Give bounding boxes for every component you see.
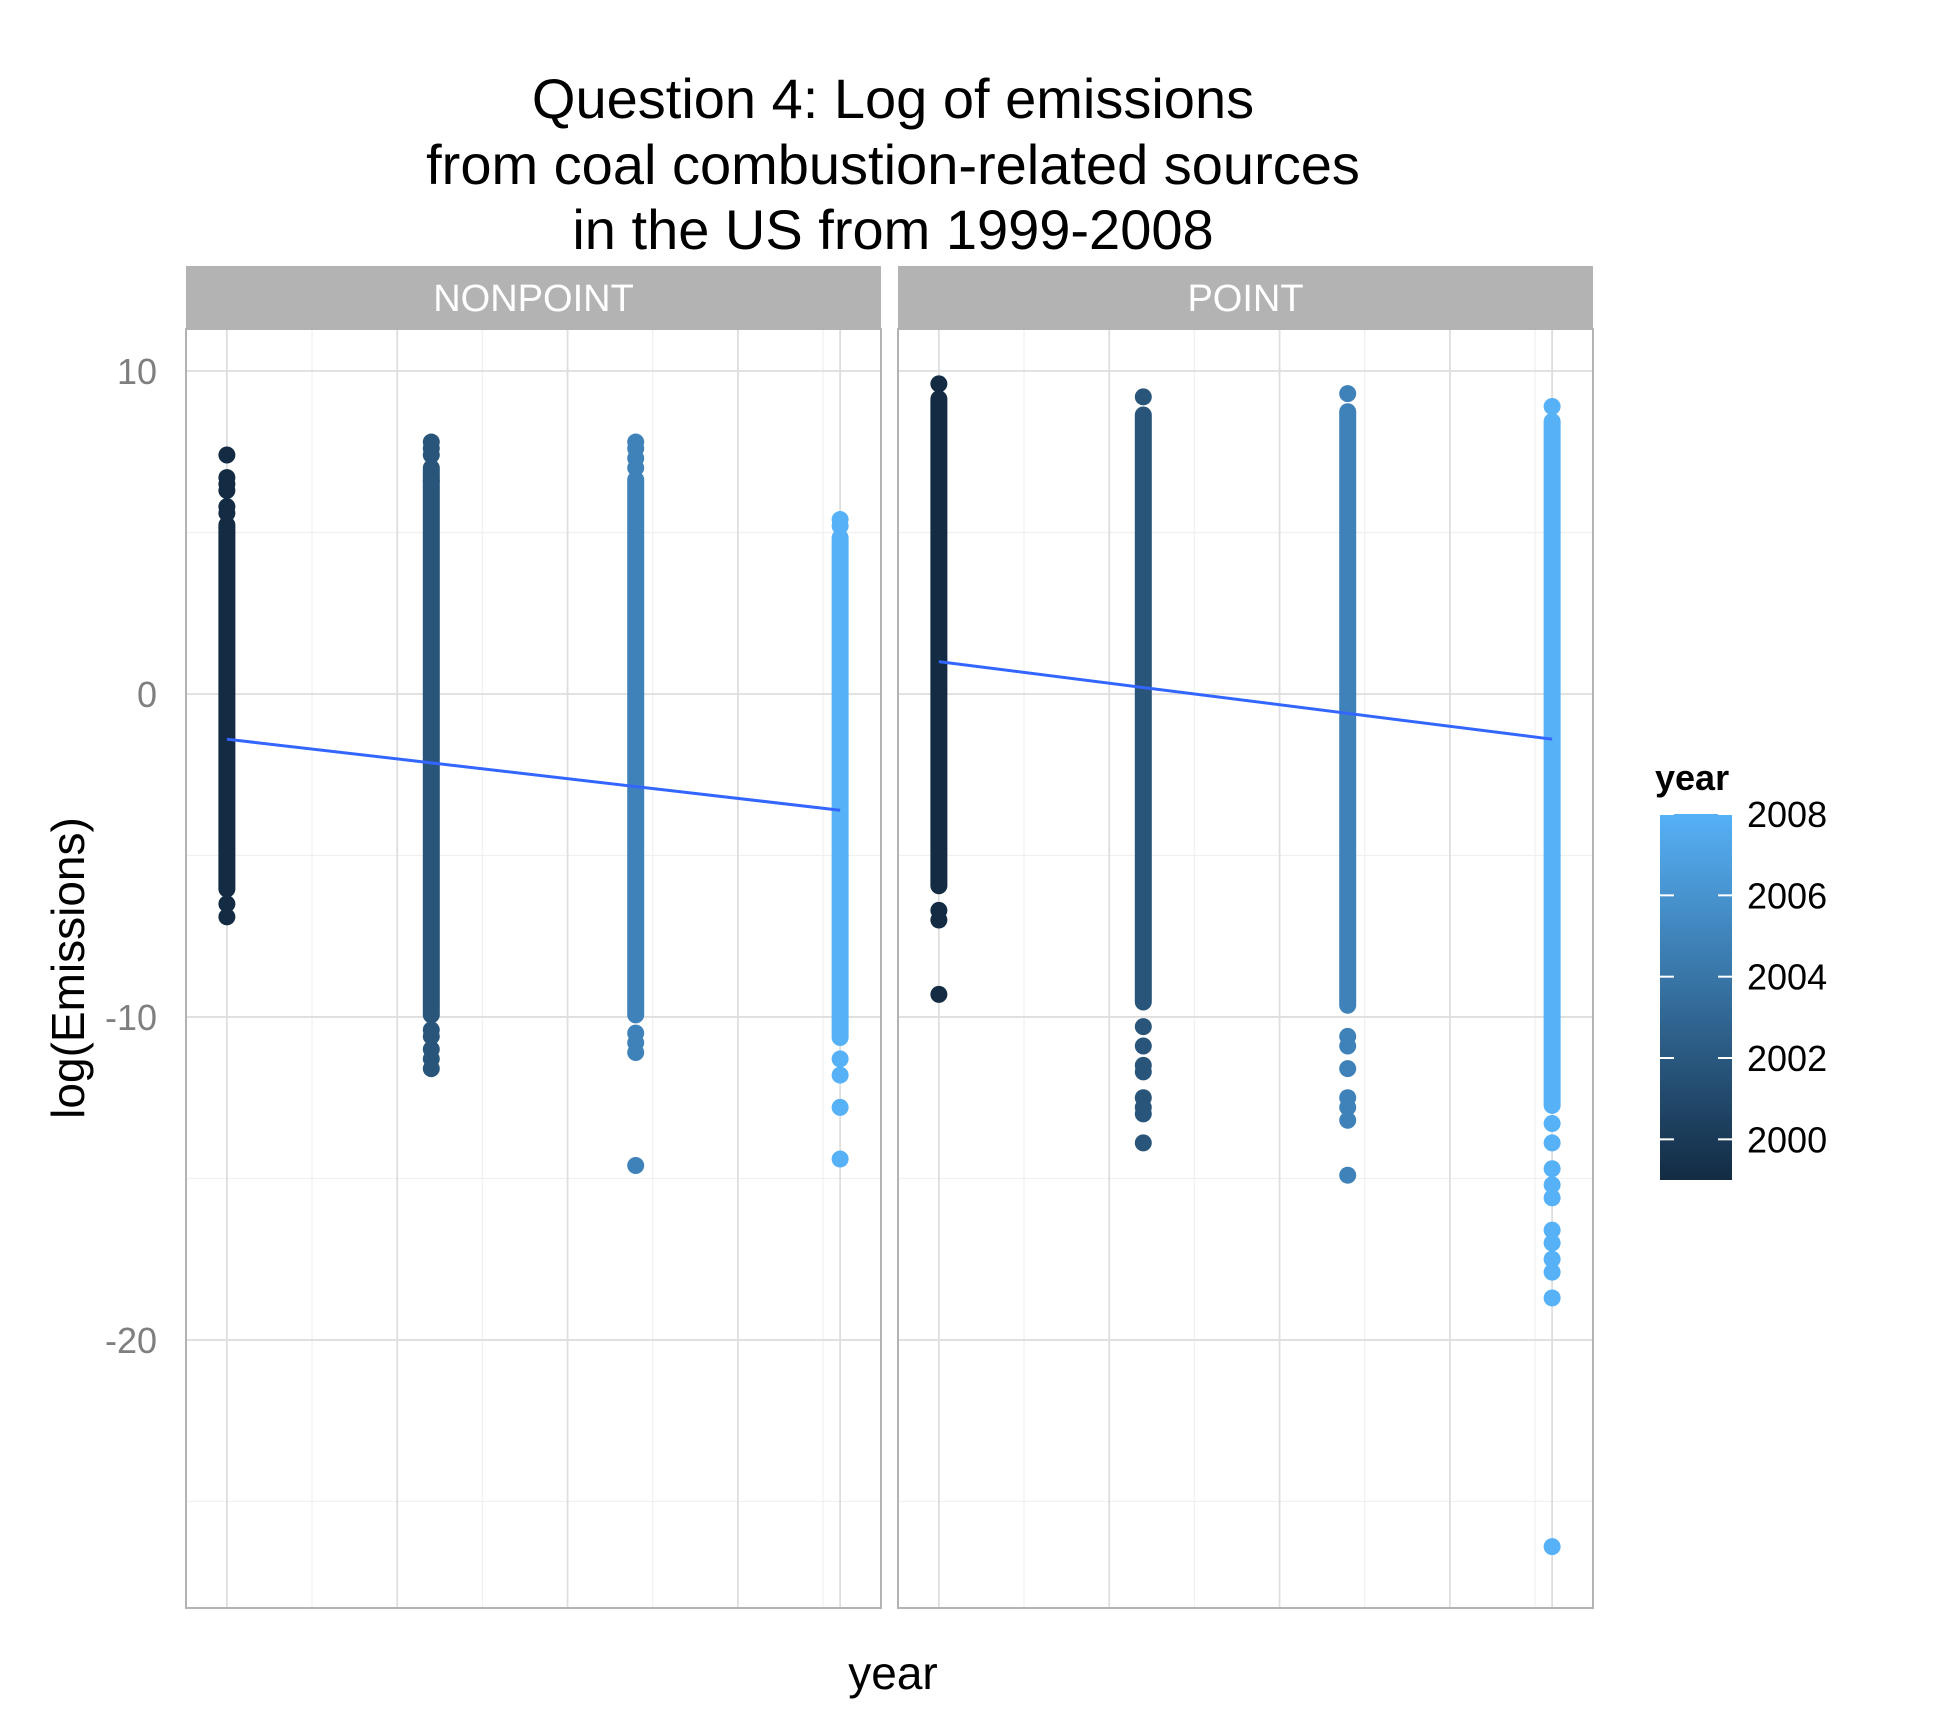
series-2005 (627, 433, 645, 1175)
data-point (1134, 1063, 1152, 1081)
y-tick-label: 10 (117, 351, 157, 392)
legend-label: 2000 (1747, 1119, 1827, 1160)
data-point (627, 1043, 645, 1061)
panel-border (185, 328, 882, 1609)
y-axis: 10 0 -10 -20 (105, 351, 157, 1361)
data-point (422, 446, 440, 464)
point-column (1339, 403, 1357, 1014)
data-point (1543, 1263, 1561, 1281)
data-point (218, 504, 236, 522)
data-point (1543, 1189, 1561, 1207)
data-layer (930, 375, 1561, 1556)
data-layer (218, 433, 849, 1175)
trend-line (938, 660, 1553, 741)
x-axis-title: year (848, 1647, 937, 1699)
data-point (1339, 385, 1357, 403)
trend-line (226, 737, 841, 812)
series-2008 (831, 511, 849, 1168)
data-point (1543, 1250, 1561, 1268)
point-column (1543, 412, 1561, 1114)
title-line-3: in the US from 1999-2008 (572, 198, 1213, 261)
facet-strip-label: NONPOINT (433, 278, 634, 320)
data-point (831, 517, 849, 535)
facets-layer: NONPOINT POINT (185, 266, 1594, 1609)
data-point (1543, 1538, 1561, 1556)
data-point (1543, 398, 1561, 416)
data-point (1543, 1221, 1561, 1239)
legend-title: year (1655, 757, 1729, 798)
facet-strip (186, 266, 881, 329)
series-2005 (1339, 385, 1357, 1184)
series-1999 (218, 446, 236, 926)
panel-border (897, 328, 1594, 1609)
point-column (930, 390, 948, 895)
data-point (831, 1050, 849, 1068)
legend: year 2008 2006 2004 2002 2000 (1655, 757, 1827, 1180)
data-point (1134, 1018, 1152, 1036)
data-point (1134, 1134, 1152, 1152)
facet-panel-nonpoint: NONPOINT (185, 266, 882, 1609)
series-1999 (930, 375, 948, 1003)
data-point (1134, 1037, 1152, 1055)
data-point (1543, 1134, 1561, 1152)
facet-strip (898, 266, 1593, 329)
data-point (1339, 1111, 1357, 1129)
point-column (1134, 406, 1152, 1011)
data-point (930, 375, 948, 393)
data-point (1543, 1234, 1561, 1252)
data-point (422, 459, 440, 477)
data-point (422, 1027, 440, 1045)
point-column (831, 529, 849, 1047)
data-point (1134, 1105, 1152, 1123)
series-2008 (1543, 398, 1561, 1556)
data-point (1339, 1060, 1357, 1078)
data-point (422, 472, 440, 490)
point-column (422, 461, 440, 1024)
gridlines (898, 329, 1593, 1608)
data-point (422, 1060, 440, 1078)
data-point (1134, 388, 1152, 406)
data-point (218, 446, 236, 464)
data-point (627, 1157, 645, 1175)
y-axis-title: log(Emissions) (42, 817, 94, 1119)
legend-label: 2008 (1747, 794, 1827, 835)
data-point (1543, 1160, 1561, 1178)
data-point (627, 459, 645, 477)
title-line-2: from coal combustion-related sources (426, 133, 1360, 196)
y-tick-label: -10 (105, 997, 157, 1038)
facet-strip-label: POINT (1187, 278, 1303, 320)
data-point (1339, 1037, 1357, 1055)
series-2002 (422, 433, 440, 1078)
chart-title: Question 4: Log of emissions from coal c… (426, 67, 1360, 261)
facet-panel-point: POINT (897, 266, 1594, 1609)
point-column (627, 471, 645, 1024)
y-tick-label: 0 (137, 674, 157, 715)
point-column (218, 516, 236, 898)
data-point (930, 911, 948, 929)
data-point (831, 1150, 849, 1168)
data-point (930, 985, 948, 1003)
data-point (218, 481, 236, 499)
data-point (1543, 1289, 1561, 1307)
data-point (1339, 1166, 1357, 1184)
data-point (831, 1066, 849, 1084)
title-line-1: Question 4: Log of emissions (532, 67, 1254, 130)
gridlines (186, 329, 881, 1608)
data-point (831, 1098, 849, 1116)
y-tick-label: -20 (105, 1320, 157, 1361)
legend-label: 2002 (1747, 1038, 1827, 1079)
legend-label: 2004 (1747, 957, 1827, 998)
legend-label: 2006 (1747, 875, 1827, 916)
data-point (1543, 1176, 1561, 1194)
data-point (1339, 1098, 1357, 1116)
data-point (218, 895, 236, 913)
series-2002 (1134, 388, 1152, 1152)
data-point (1543, 1115, 1561, 1133)
data-point (218, 908, 236, 926)
legend-colorbar (1660, 814, 1732, 1180)
